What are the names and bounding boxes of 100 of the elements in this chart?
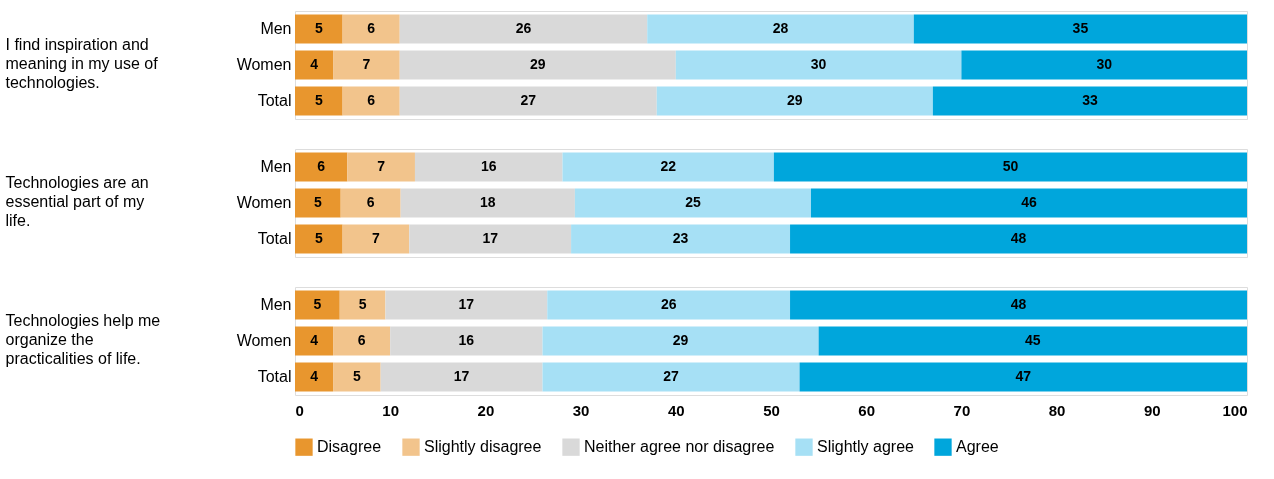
data-label: 6 <box>367 92 376 108</box>
data-label: 17 <box>458 296 475 312</box>
x-tick-label: 90 <box>1143 401 1161 419</box>
data-label: 26 <box>660 296 677 312</box>
data-label: 6 <box>366 194 375 210</box>
bar <box>913 14 1247 44</box>
bar <box>295 224 343 254</box>
data-label: 26 <box>515 20 532 36</box>
data-label: 5 <box>314 92 323 108</box>
y-tick-label: Men <box>260 158 292 175</box>
data-label: 16 <box>458 332 475 348</box>
y-tick-label: Men <box>260 296 292 313</box>
data-label: 5 <box>313 296 322 312</box>
data-label: 28 <box>772 20 789 36</box>
data-label: 48 <box>1010 296 1027 312</box>
data-label: 7 <box>362 56 371 72</box>
y-tick-label: Women <box>236 56 292 73</box>
x-tick-label: 60 <box>858 401 876 419</box>
data-label: 7 <box>377 158 386 174</box>
bar <box>542 326 819 356</box>
data-label: 7 <box>372 230 381 246</box>
bar <box>380 362 543 392</box>
bar <box>295 50 334 80</box>
x-tick-label: 0 <box>295 401 304 419</box>
data-label: 22 <box>660 158 677 174</box>
data-label: 25 <box>685 194 701 210</box>
bar <box>542 362 800 392</box>
bar <box>342 86 400 116</box>
data-label: 30 <box>1096 56 1113 72</box>
data-label: 29 <box>529 56 546 72</box>
bar <box>399 14 648 44</box>
y-tick-label: Total <box>257 368 292 385</box>
bar <box>385 290 548 320</box>
data-label: 4 <box>310 368 319 384</box>
data-label: 30 <box>810 56 827 72</box>
bar <box>562 152 774 182</box>
bar <box>961 50 1247 80</box>
data-label: 4 <box>310 56 319 72</box>
data-label: 50 <box>1002 158 1019 174</box>
data-label: 46 <box>1021 194 1037 210</box>
bar <box>810 188 1247 218</box>
data-label: 6 <box>317 158 326 174</box>
x-tick-label: 40 <box>667 401 685 419</box>
bar <box>333 326 391 356</box>
bar <box>799 362 1247 392</box>
data-label: 29 <box>787 92 803 108</box>
legend-label: Neither agree nor disagree <box>584 438 775 456</box>
data-label: 5 <box>314 230 323 246</box>
data-label: 17 <box>453 368 470 384</box>
bar <box>339 290 386 320</box>
bar <box>333 362 381 392</box>
y-axis-title: Technologies are an essential part of my life. <box>5 174 149 229</box>
x-tick-label: 100 <box>1222 401 1248 419</box>
data-label: 5 <box>352 368 361 384</box>
y-tick-label: Total <box>257 92 292 109</box>
bar <box>295 326 334 356</box>
data-label: 16 <box>480 158 497 174</box>
bar <box>295 14 343 44</box>
legend-label: Agree <box>956 438 999 456</box>
bar <box>400 188 575 218</box>
bar <box>571 224 791 254</box>
bar <box>295 86 343 116</box>
data-label: 17 <box>482 230 499 246</box>
data-label: 27 <box>520 92 537 108</box>
x-tick-label: 30 <box>572 401 590 419</box>
legend-label: Slightly agree <box>817 438 915 456</box>
bar <box>647 14 914 44</box>
bar <box>675 50 962 80</box>
data-label: 6 <box>357 332 366 348</box>
data-label: 47 <box>1015 368 1032 384</box>
data-label: 35 <box>1072 20 1089 36</box>
y-tick-label: Women <box>236 332 292 349</box>
data-label: 48 <box>1010 230 1027 246</box>
x-tick-label: 80 <box>1048 401 1066 419</box>
legend-label: Disagree <box>317 438 382 456</box>
bar <box>333 50 400 80</box>
bar <box>790 224 1247 254</box>
bar <box>342 224 410 254</box>
bar <box>656 86 933 116</box>
data-label: 23 <box>672 230 689 246</box>
data-label: 18 <box>479 194 496 210</box>
data-label: 27 <box>663 368 680 384</box>
data-label: 5 <box>314 20 323 36</box>
bar <box>295 152 348 182</box>
x-tick-label: 70 <box>953 401 971 419</box>
bar <box>790 290 1247 320</box>
bar <box>295 290 340 320</box>
bar <box>342 14 400 44</box>
bar <box>295 362 334 392</box>
bar <box>340 188 401 218</box>
data-label: 5 <box>358 296 367 312</box>
x-tick-label: 20 <box>477 401 495 419</box>
y-axis-title: I find inspiration and meaning in my use of technologies. <box>5 36 159 91</box>
bar <box>574 188 811 218</box>
bar <box>818 326 1247 356</box>
x-tick-label: 50 <box>763 401 780 419</box>
y-tick-label: Total <box>257 230 292 247</box>
y-axis-title: Technologies help me organize the practicalities of life. <box>5 312 161 367</box>
data-label: 33 <box>1082 92 1098 108</box>
data-label: 6 <box>367 20 376 36</box>
